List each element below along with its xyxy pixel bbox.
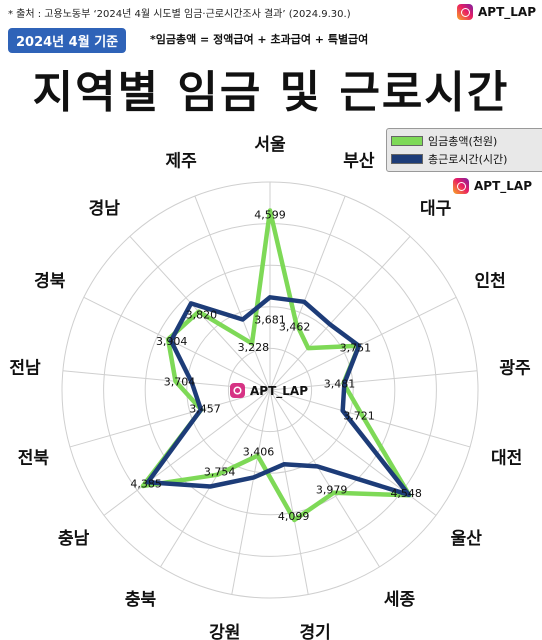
value-label: 3,904 bbox=[156, 335, 188, 348]
value-label: 3,457 bbox=[189, 403, 221, 416]
grid-spoke bbox=[269, 296, 457, 391]
grid-spoke bbox=[69, 389, 271, 448]
instagram-icon bbox=[453, 178, 469, 194]
brand-top: APT_LAP bbox=[457, 4, 536, 20]
category-label: 인천 bbox=[475, 271, 506, 291]
value-label: 3,721 bbox=[343, 409, 375, 422]
value-label: 3,681 bbox=[254, 313, 286, 326]
formula-note: *임금총액 = 정액급여 + 초과급여 + 특별급여 bbox=[150, 33, 369, 46]
category-label: 경기 bbox=[300, 623, 331, 640]
category-label: 전남 bbox=[9, 358, 41, 378]
value-label: 4,548 bbox=[390, 487, 422, 500]
watermark-instagram-icon bbox=[230, 383, 245, 398]
category-label: 대구 bbox=[420, 199, 452, 219]
category-label: 강원 bbox=[209, 623, 240, 640]
grid-spoke bbox=[269, 235, 411, 391]
category-label: 경남 bbox=[89, 199, 121, 219]
brand-top-label: APT_LAP bbox=[478, 5, 536, 19]
brand-mid: APT_LAP bbox=[453, 178, 532, 194]
legend-label-wage: 임금총액(천원) bbox=[428, 135, 498, 148]
value-label: 3,820 bbox=[186, 309, 218, 322]
value-label: 3,228 bbox=[238, 341, 270, 354]
category-label: 세종 bbox=[384, 590, 416, 610]
category-label: 울산 bbox=[451, 529, 483, 549]
legend-item-wage: 임금총액(천원) bbox=[391, 132, 541, 150]
grid-spoke bbox=[103, 389, 271, 516]
category-label: 제주 bbox=[165, 152, 197, 172]
value-label: 3,979 bbox=[316, 483, 348, 496]
grid-spoke bbox=[269, 370, 478, 391]
category-label: 경북 bbox=[34, 271, 66, 291]
value-labels: 4,599 3,462 3,751 3,481 3,721 4,548 3,979 4,099… bbox=[130, 209, 422, 524]
value-label: 3,704 bbox=[164, 376, 196, 389]
value-label: 3,481 bbox=[324, 378, 356, 391]
value-label: 3,754 bbox=[204, 465, 236, 478]
grid-spoke bbox=[194, 195, 271, 391]
grid-spoke bbox=[231, 389, 271, 595]
value-label: 4,099 bbox=[278, 510, 310, 523]
brand-mid-label: APT_LAP bbox=[474, 179, 532, 193]
series-line-hours bbox=[145, 295, 412, 498]
legend-item-hours: 총근로시간(시간) bbox=[391, 150, 541, 168]
legend-swatch-wage bbox=[391, 136, 423, 146]
value-label: 4,599 bbox=[254, 209, 286, 222]
legend-swatch-hours bbox=[391, 154, 423, 164]
category-label: 충북 bbox=[125, 590, 157, 610]
value-label: 3,462 bbox=[279, 321, 311, 334]
watermark-instagram-icon-lens bbox=[233, 386, 242, 395]
date-badge: 2024년 4월 기준 bbox=[8, 28, 127, 53]
watermark-label: APT_LAP bbox=[250, 384, 308, 399]
grid-spoke bbox=[269, 195, 346, 391]
value-label: 3,751 bbox=[340, 342, 372, 355]
instagram-icon bbox=[457, 4, 473, 20]
center-watermark: APT_LAP bbox=[230, 383, 308, 399]
legend-label-hours: 총근로시간(시간) bbox=[428, 153, 508, 166]
page-title: 지역별 임금 및 근로시간 bbox=[32, 67, 510, 118]
grid-spoke bbox=[269, 389, 380, 568]
category-label: 충남 bbox=[58, 529, 90, 549]
value-label: 3,406 bbox=[243, 446, 275, 459]
radar-series bbox=[140, 208, 412, 523]
grid-spoke bbox=[269, 389, 309, 595]
category-label: 부산 bbox=[343, 152, 375, 172]
grid-spoke bbox=[160, 389, 271, 568]
grid-spoke bbox=[269, 389, 471, 448]
grid-spoke bbox=[83, 296, 271, 391]
source-note: * 출처 : 고용노동부 ‘2024년 4월 시도별 임금·근로시간조사 결과’… bbox=[8, 9, 351, 20]
value-label: 4,385 bbox=[130, 478, 162, 491]
legend: 임금총액(천원) 총근로시간(시간) bbox=[386, 128, 542, 172]
category-label: 서울 bbox=[254, 135, 286, 155]
category-label: 전북 bbox=[18, 448, 50, 468]
category-label: 대전 bbox=[491, 448, 522, 468]
category-label: 광주 bbox=[499, 358, 531, 378]
